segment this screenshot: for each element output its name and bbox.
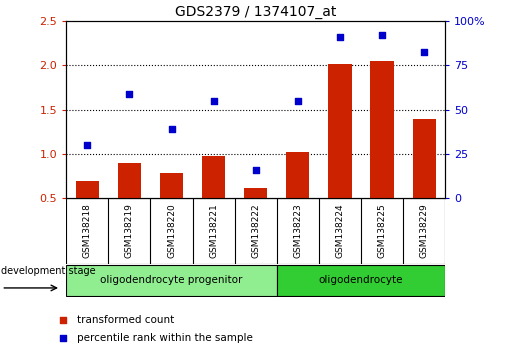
Text: GSM138229: GSM138229 — [420, 204, 429, 258]
Text: GSM138218: GSM138218 — [83, 204, 92, 258]
Point — [59, 335, 68, 341]
Bar — [370, 61, 394, 198]
Bar — [329, 64, 351, 198]
Text: GSM138224: GSM138224 — [335, 204, 344, 258]
Bar — [412, 119, 436, 198]
Text: GSM138219: GSM138219 — [125, 204, 134, 258]
Bar — [160, 173, 183, 198]
Point — [251, 167, 260, 173]
Bar — [76, 181, 99, 198]
Bar — [244, 188, 267, 198]
Bar — [202, 156, 225, 198]
Bar — [118, 163, 141, 198]
Text: GSM138222: GSM138222 — [251, 204, 260, 258]
Point — [83, 142, 92, 148]
Point — [209, 98, 218, 104]
Text: GSM138223: GSM138223 — [293, 204, 302, 258]
Point — [335, 34, 344, 40]
Point — [125, 91, 134, 97]
Point — [420, 50, 428, 55]
Point — [294, 98, 302, 104]
Text: transformed count: transformed count — [77, 315, 174, 325]
Text: development stage: development stage — [1, 266, 96, 276]
Point — [378, 32, 386, 37]
Text: oligodendrocyte progenitor: oligodendrocyte progenitor — [100, 275, 243, 285]
Bar — [286, 152, 310, 198]
Point — [167, 126, 176, 132]
Text: oligodendrocyte: oligodendrocyte — [319, 275, 403, 285]
Text: GSM138225: GSM138225 — [377, 204, 386, 258]
Title: GDS2379 / 1374107_at: GDS2379 / 1374107_at — [175, 5, 337, 19]
Bar — [66, 266, 277, 296]
Text: GSM138220: GSM138220 — [167, 204, 176, 258]
Text: percentile rank within the sample: percentile rank within the sample — [77, 333, 253, 343]
Bar — [277, 266, 445, 296]
Text: GSM138221: GSM138221 — [209, 204, 218, 258]
Point — [59, 317, 68, 323]
